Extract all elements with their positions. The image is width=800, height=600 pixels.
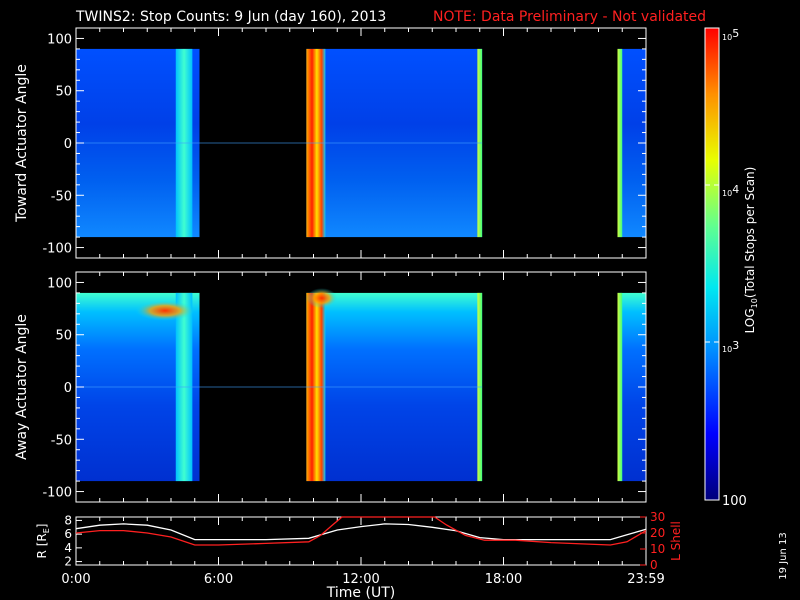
cb-label-suffix: (Total Stops per Scan) (743, 167, 757, 298)
middle-ylabel: Away Actuator Angle (14, 314, 30, 460)
cb-1e3-base: 10 (722, 345, 732, 354)
bottom-rtick-label-2: 10 (650, 542, 665, 556)
top-band-3 (617, 48, 623, 238)
bottom-ylabel-right: L Shell (669, 521, 683, 561)
bottom-ytick-label-2: 4 (64, 541, 72, 555)
top-ytick-label-2: 0 (64, 137, 72, 152)
r-label-end: ] (35, 524, 49, 529)
bottom-ytick-label-1: 6 (64, 527, 72, 541)
top-ytick-label-3: -50 (51, 189, 72, 204)
cb-1e4-exp: 4 (732, 183, 739, 196)
xtick-label-0: 0:00 (61, 572, 90, 587)
lshell-series-line (75, 516, 647, 546)
middle-ytick-label-2: 0 (64, 381, 72, 396)
xtick-label-1: 6:00 (204, 572, 233, 587)
axis-ticks (75, 28, 647, 566)
middle-ytick-label-1: 50 (55, 329, 72, 344)
colorbar-tick-1e5: 105 (722, 27, 739, 42)
middle-hotspot-0 (135, 300, 195, 321)
bottom-ylabel-left: R [RE] (35, 524, 51, 559)
xtick-label-2: 12:00 (342, 572, 379, 587)
cb-label-prefix: LOG (743, 308, 757, 333)
colorbar-tick-1e3: 103 (722, 339, 739, 354)
top-ylabel: Toward Actuator Angle (14, 64, 30, 223)
bottom-rtick-label-0: 30 (650, 510, 665, 524)
bottom-ytick-labels-right: 30 20 10 0 (650, 510, 665, 572)
colorbar-tick-1e4: 104 (722, 183, 739, 198)
middle-ytick-label-4: -100 (42, 486, 72, 501)
cb-1e4-base: 10 (722, 189, 732, 198)
xaxis-label: Time (UT) (326, 585, 395, 600)
middle-ytick-label-3: -50 (51, 433, 72, 448)
r-label: R [R (35, 533, 49, 558)
middle-ytick-labels: 100 50 0 -50 -100 (42, 276, 72, 500)
top-ytick-label-1: 50 (55, 85, 72, 100)
middle-heatmap (76, 288, 646, 482)
colorbar-label: LOG10(Total Stops per Scan) (743, 167, 759, 334)
xtick-label-3: 18:00 (485, 572, 522, 587)
middle-band-3 (617, 292, 623, 482)
r-label-sub: E (42, 528, 51, 533)
top-heatmap (76, 48, 646, 238)
bottom-rtick-label-1: 20 (650, 526, 665, 540)
chart-title: TWINS2: Stop Counts: 9 Jun (day 160), 20… (75, 9, 386, 25)
middle-ytick-label-0: 100 (47, 276, 72, 291)
svg-text:LOG10(Total Stops per Scan): LOG10(Total Stops per Scan) (743, 167, 759, 334)
top-ytick-label-0: 100 (47, 32, 72, 47)
chart-note: NOTE: Data Preliminary - Not validated (433, 9, 706, 25)
bottom-ytick-label-3: 2 (64, 555, 72, 569)
xtick-labels: 0:00 6:00 12:00 18:00 23:59 (61, 572, 664, 587)
cb-label-sub: 10 (750, 298, 759, 308)
svg-text:R [RE]: R [RE] (35, 524, 51, 559)
xtick-label-4: 23:59 (627, 572, 664, 587)
cb-1e5-exp: 5 (732, 27, 739, 40)
r-series-line (75, 523, 647, 541)
date-stamp: 19 Jun 13 (778, 532, 789, 579)
top-ytick-label-4: -100 (42, 242, 72, 257)
cb-1e5-base: 10 (722, 33, 732, 42)
cb-1e3-exp: 3 (732, 339, 739, 352)
top-ytick-labels: 100 50 0 -50 -100 (42, 32, 72, 256)
bottom-ytick-label-0: 8 (64, 513, 72, 527)
bottom-rtick-label-3: 0 (650, 558, 658, 572)
colorbar (704, 27, 720, 501)
colorbar-tick-100: 100 (722, 494, 747, 509)
colorbar-ticks (705, 184, 719, 343)
middle-hotspot-1 (306, 288, 338, 309)
